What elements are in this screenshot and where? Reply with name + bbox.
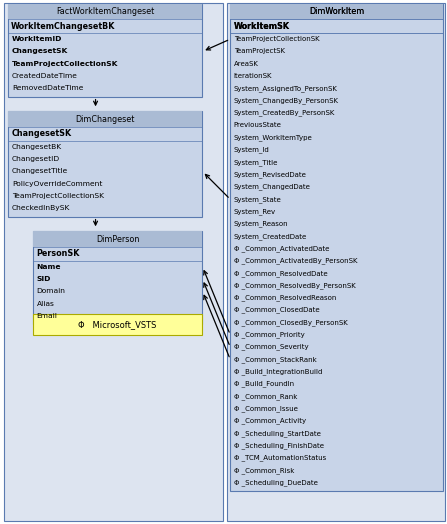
Text: ChangesetSK: ChangesetSK xyxy=(12,49,68,54)
Text: FactWorkItemChangeset: FactWorkItemChangeset xyxy=(56,7,154,16)
Text: ChangesetSK: ChangesetSK xyxy=(11,129,72,138)
Text: Φ _TCM_AutomationStatus: Φ _TCM_AutomationStatus xyxy=(234,454,326,461)
Text: Φ _Common_ResolvedReason: Φ _Common_ResolvedReason xyxy=(234,294,336,301)
Text: RemovedDateTime: RemovedDateTime xyxy=(12,85,84,91)
Text: System_ChangedBy_PersonSK: System_ChangedBy_PersonSK xyxy=(234,97,339,104)
Text: TeamProjectCollectionSK: TeamProjectCollectionSK xyxy=(12,193,104,199)
Text: System_CreatedBy_PersonSK: System_CreatedBy_PersonSK xyxy=(234,110,335,116)
Bar xyxy=(230,4,443,19)
Text: Name: Name xyxy=(37,264,61,270)
Text: System_State: System_State xyxy=(234,196,282,203)
Text: DimPerson: DimPerson xyxy=(96,235,139,244)
Text: PolicyOverrideComment: PolicyOverrideComment xyxy=(12,181,102,187)
Text: Φ _Build_IntegrationBuild: Φ _Build_IntegrationBuild xyxy=(234,368,322,375)
Text: Φ _Scheduling_StartDate: Φ _Scheduling_StartDate xyxy=(234,430,320,436)
Text: System_CreatedDate: System_CreatedDate xyxy=(234,233,307,239)
Bar xyxy=(230,4,443,490)
Text: WorkItemSK: WorkItemSK xyxy=(233,21,289,31)
Text: AreaSK: AreaSK xyxy=(234,61,259,67)
Text: Φ _Common_ActivatedBy_PersonSK: Φ _Common_ActivatedBy_PersonSK xyxy=(234,257,357,264)
Text: Φ _Scheduling_FinishDate: Φ _Scheduling_FinishDate xyxy=(234,442,324,449)
Text: System_AssignedTo_PersonSK: System_AssignedTo_PersonSK xyxy=(234,85,337,92)
Text: ChangesetBK: ChangesetBK xyxy=(12,144,62,150)
Text: DimWorkItem: DimWorkItem xyxy=(309,7,364,16)
Text: Φ _Common_ClosedDate: Φ _Common_ClosedDate xyxy=(234,307,320,313)
Text: SID: SID xyxy=(37,276,51,282)
Text: WorkItemChangesetBK: WorkItemChangesetBK xyxy=(11,21,116,31)
Text: IterationSK: IterationSK xyxy=(234,73,272,79)
Text: Φ _Common_StackRank: Φ _Common_StackRank xyxy=(234,356,316,363)
Bar xyxy=(33,232,202,324)
Text: Φ _Common_Issue: Φ _Common_Issue xyxy=(234,405,298,412)
Text: Φ _Build_FoundIn: Φ _Build_FoundIn xyxy=(234,380,294,387)
Text: DimChangeset: DimChangeset xyxy=(76,115,135,124)
Text: Φ _Common_ResolvedDate: Φ _Common_ResolvedDate xyxy=(234,270,327,277)
Text: System_RevisedDate: System_RevisedDate xyxy=(234,171,307,178)
Bar xyxy=(230,19,443,33)
Text: System_WorkItemType: System_WorkItemType xyxy=(234,134,312,141)
Text: TeamProjectSK: TeamProjectSK xyxy=(234,49,285,54)
Text: Φ _Scheduling_DueDate: Φ _Scheduling_DueDate xyxy=(234,479,318,486)
Text: Φ _Common_ClosedBy_PersonSK: Φ _Common_ClosedBy_PersonSK xyxy=(234,319,347,326)
Text: Email: Email xyxy=(37,313,58,319)
Text: Φ _Common_Severity: Φ _Common_Severity xyxy=(234,344,308,351)
Text: Alias: Alias xyxy=(37,301,55,307)
Bar xyxy=(230,4,443,19)
Text: DimWorkItem: DimWorkItem xyxy=(309,7,364,16)
Text: System_ChangedDate: System_ChangedDate xyxy=(234,183,311,190)
Bar xyxy=(33,232,202,247)
Text: System_Title: System_Title xyxy=(234,159,278,166)
Text: TeamProjectCollectionSK: TeamProjectCollectionSK xyxy=(12,61,118,67)
Text: System_Id: System_Id xyxy=(234,147,270,154)
Text: Domain: Domain xyxy=(37,289,66,294)
Text: Φ _Common_ResolvedBy_PersonSK: Φ _Common_ResolvedBy_PersonSK xyxy=(234,282,355,289)
Text: Φ _Common_Risk: Φ _Common_Risk xyxy=(234,467,294,474)
Text: Φ _Common_Activity: Φ _Common_Activity xyxy=(234,418,306,424)
Text: PersonSK: PersonSK xyxy=(36,249,79,258)
Bar xyxy=(227,3,445,521)
Text: WorkItemID: WorkItemID xyxy=(12,36,63,42)
Text: Φ _Common_ActivatedDate: Φ _Common_ActivatedDate xyxy=(234,245,329,252)
Bar xyxy=(33,314,202,335)
Bar xyxy=(8,4,202,96)
Text: CheckedInBySK: CheckedInBySK xyxy=(12,205,71,211)
Text: ChangesetID: ChangesetID xyxy=(12,156,60,162)
Text: Φ _Common_Rank: Φ _Common_Rank xyxy=(234,393,297,400)
Text: ChangesetTitle: ChangesetTitle xyxy=(12,169,68,174)
Text: Φ _Common_Priority: Φ _Common_Priority xyxy=(234,331,304,338)
Bar xyxy=(4,3,223,521)
Text: PreviousState: PreviousState xyxy=(234,123,282,128)
Text: TeamProjectCollectionSK: TeamProjectCollectionSK xyxy=(234,36,320,42)
Text: WorkItemSK: WorkItemSK xyxy=(233,21,289,31)
Bar xyxy=(8,4,202,19)
Bar xyxy=(8,112,202,127)
Text: Φ   Microsoft_VSTS: Φ Microsoft_VSTS xyxy=(78,320,157,329)
Text: System_Rev: System_Rev xyxy=(234,208,276,215)
Text: CreatedDateTime: CreatedDateTime xyxy=(12,73,78,79)
Text: System_Reason: System_Reason xyxy=(234,221,288,227)
Bar xyxy=(8,111,202,217)
